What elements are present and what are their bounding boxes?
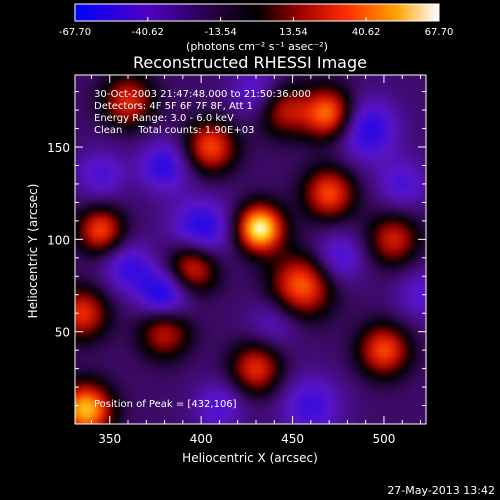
colorbar-ticks: -67.70 -40.62 -13.54 13.54 40.62 67.70: [59, 17, 453, 38]
x-tick-label: 500: [373, 432, 396, 446]
y-axis-label: Heliocentric Y (arcsec): [26, 184, 40, 319]
x-axis-label: Heliocentric X (arcsec): [182, 451, 318, 465]
x-tick-label: 400: [190, 432, 213, 446]
colorbar-tick-label: 40.62: [352, 27, 381, 38]
colorbar: [74, 3, 440, 22]
heatmap-image: [75, 75, 426, 424]
colorbar-tick-label: 67.70: [425, 27, 454, 38]
annotation-time-range: 30-Oct-2003 21:47:48.000 to 21:50:36.000: [94, 89, 311, 100]
plot-frame: [74, 74, 427, 425]
x-tick-label: 350: [98, 432, 121, 446]
x-tick-label: 450: [281, 432, 304, 446]
footer-timestamp: 27-May-2013 13:42: [387, 484, 495, 497]
y-tick-label: 100: [47, 233, 70, 247]
annotation-detectors: Detectors: 4F 5F 6F 7F 8F, Att 1: [94, 101, 253, 112]
peak-position-label: Position of Peak = [432,106]: [94, 399, 237, 410]
annotation-energy-range: Energy Range: 3.0 - 6.0 keV: [94, 113, 234, 124]
y-tick-label: 50: [55, 326, 70, 340]
y-tick-label: 150: [47, 141, 70, 155]
annotation-clean-counts: Clean Total counts: 1.90E+03: [94, 125, 254, 136]
colorbar-tick-label: 13.54: [279, 27, 308, 38]
colorbar-tick-label: -67.70: [59, 27, 91, 38]
x-axis: 350 400 450 500: [90, 75, 422, 446]
colorbar-tick-label: -40.62: [132, 27, 164, 38]
chart-title: Reconstructed RHESSI Image: [133, 53, 367, 72]
y-axis: 50 100 150: [47, 91, 426, 407]
plot-area: [74, 74, 427, 425]
colorbar-tick-label: -13.54: [204, 27, 236, 38]
colorbar-unit-label: (photons cm⁻² s⁻¹ asec⁻²): [186, 40, 328, 53]
annotation-block: 30-Oct-2003 21:47:48.000 to 21:50:36.000…: [94, 89, 311, 136]
